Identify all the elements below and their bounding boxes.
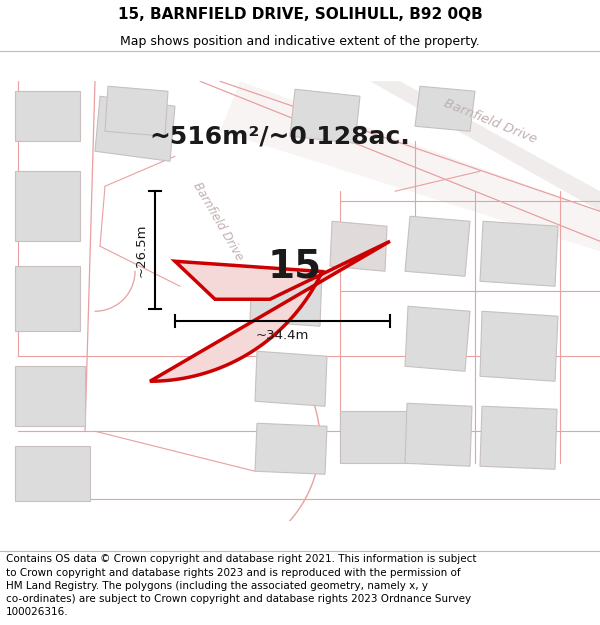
- Text: Map shows position and indicative extent of the property.: Map shows position and indicative extent…: [120, 34, 480, 48]
- Polygon shape: [480, 311, 558, 381]
- Polygon shape: [290, 89, 360, 143]
- Polygon shape: [405, 216, 470, 276]
- Polygon shape: [480, 406, 557, 469]
- Polygon shape: [255, 351, 327, 406]
- Polygon shape: [195, 81, 600, 246]
- Text: Barnfield Drive: Barnfield Drive: [442, 97, 538, 146]
- Text: ~34.4m: ~34.4m: [256, 329, 309, 342]
- Polygon shape: [255, 423, 327, 474]
- Polygon shape: [150, 241, 390, 381]
- Polygon shape: [405, 306, 470, 371]
- Text: Contains OS data © Crown copyright and database right 2021. This information is : Contains OS data © Crown copyright and d…: [6, 554, 476, 617]
- Text: 15: 15: [268, 248, 322, 285]
- Text: 15, BARNFIELD DRIVE, SOLIHULL, B92 0QB: 15, BARNFIELD DRIVE, SOLIHULL, B92 0QB: [118, 7, 482, 22]
- Polygon shape: [15, 366, 85, 426]
- Text: Barnfield Drive: Barnfield Drive: [190, 180, 245, 262]
- Polygon shape: [330, 221, 387, 271]
- Polygon shape: [531, 31, 600, 136]
- Text: ~26.5m: ~26.5m: [134, 224, 148, 277]
- Polygon shape: [15, 266, 80, 331]
- Polygon shape: [250, 266, 322, 326]
- Polygon shape: [15, 446, 90, 501]
- Text: ~516m²/~0.128ac.: ~516m²/~0.128ac.: [149, 124, 410, 148]
- Polygon shape: [95, 96, 175, 161]
- Polygon shape: [220, 81, 600, 251]
- Polygon shape: [480, 221, 558, 286]
- Polygon shape: [105, 86, 168, 136]
- Polygon shape: [15, 91, 80, 141]
- Polygon shape: [340, 411, 415, 463]
- Polygon shape: [15, 171, 80, 241]
- Polygon shape: [405, 403, 472, 466]
- Polygon shape: [415, 86, 475, 131]
